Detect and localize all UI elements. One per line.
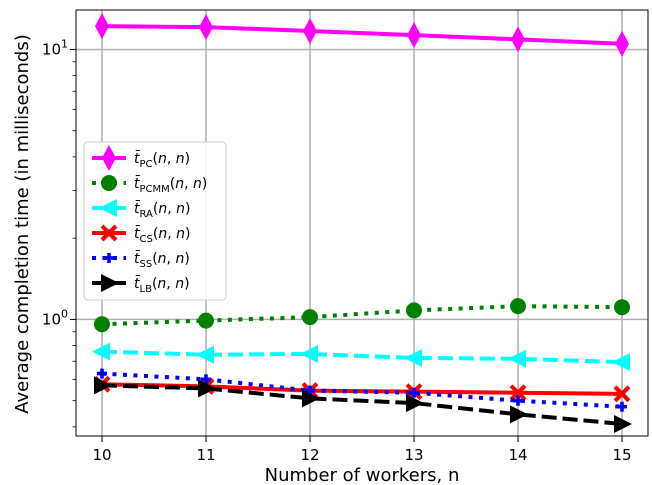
- series-lines: [92, 13, 632, 433]
- legend-entry-ra: t̄RA(n, n): [92, 199, 190, 220]
- x-tick-label: 10: [92, 446, 111, 464]
- legend-entry-pcmm: t̄PCMM(n, n): [92, 174, 207, 195]
- series-line: [101, 383, 623, 426]
- legend-label: t̄PCMM(n, n): [134, 174, 207, 195]
- x-axis-label-text: Number of workers, n: [265, 465, 460, 485]
- data-point: [199, 14, 213, 41]
- series-line: [101, 371, 623, 409]
- legend-label: t̄LB(n, n): [134, 274, 190, 295]
- data-point: [94, 316, 110, 333]
- x-tick-label: 15: [612, 446, 631, 464]
- legend-box: [83, 141, 227, 301]
- data-point: [94, 376, 112, 395]
- data-point: [95, 13, 109, 40]
- series-line: [101, 24, 623, 46]
- series-pc: [95, 13, 629, 57]
- legend-marker: [99, 199, 117, 217]
- data-point: [406, 302, 422, 319]
- y-tick-label: 100: [42, 307, 68, 328]
- series-line: [101, 349, 623, 365]
- x-axis-label: Number of workers, n: [265, 465, 460, 485]
- data-point: [198, 312, 214, 329]
- data-point: [509, 384, 527, 402]
- data-point: [198, 379, 216, 398]
- series-ra: [92, 342, 630, 372]
- data-point: [404, 348, 422, 367]
- data-point: [513, 395, 523, 406]
- data-point: [92, 342, 110, 361]
- legend-label: t̄CS(n, n): [134, 224, 190, 245]
- data-point: [615, 30, 629, 57]
- data-point: [510, 298, 526, 315]
- legend-marker: [100, 224, 118, 242]
- legend-marker: [101, 274, 119, 292]
- data-point: [303, 18, 317, 45]
- x-tick-label: 12: [300, 446, 319, 464]
- data-point: [407, 22, 421, 49]
- data-point: [613, 385, 631, 403]
- data-point: [617, 401, 627, 412]
- ticks: 10 11 12 13 14 15 100 101: [42, 37, 632, 464]
- legend-entry-pc: t̄PC(n, n): [92, 145, 190, 171]
- data-point: [201, 374, 211, 385]
- legend: t̄PC(n, n) t̄PCMM(n, n) t̄RA(n, n) t̄CS(n, …: [83, 141, 227, 301]
- data-point: [511, 26, 525, 53]
- data-point: [614, 299, 630, 316]
- x-tick-label: 13: [404, 446, 423, 464]
- x-tick-label: 14: [508, 446, 527, 464]
- data-point: [97, 368, 107, 379]
- legend-entry-ss: t̄SS(n, n): [92, 249, 190, 270]
- series-ss: [97, 368, 627, 412]
- legend-entry-lb: t̄LB(n, n): [92, 274, 190, 295]
- series-lb: [94, 376, 632, 433]
- legend-label: t̄PC(n, n): [134, 149, 190, 170]
- series-line: [101, 304, 623, 327]
- data-point: [300, 344, 318, 363]
- data-point: [302, 309, 318, 326]
- data-point: [510, 405, 528, 424]
- x-tick-label: 11: [196, 446, 215, 464]
- legend-marker: [101, 175, 117, 191]
- data-point: [612, 353, 630, 372]
- plot-frame: [75, 9, 649, 437]
- data-point: [406, 394, 424, 413]
- data-point: [302, 389, 320, 408]
- legend-marker: [102, 145, 116, 171]
- y-axis-label: Average completion time (in milliseconds…: [12, 34, 33, 413]
- legend-marker: [104, 253, 114, 263]
- data-point: [508, 349, 526, 368]
- y-tick-label: 101: [42, 37, 68, 58]
- data-point: [614, 414, 632, 433]
- legend-entry-cs: t̄CS(n, n): [92, 224, 190, 245]
- axes: [75, 9, 649, 437]
- data-point: [409, 387, 419, 398]
- data-point: [196, 345, 214, 364]
- legend-label: t̄RA(n, n): [134, 199, 190, 220]
- series-pcmm: [94, 298, 630, 333]
- legend-label: t̄SS(n, n): [134, 249, 190, 270]
- y-axis-label-text: Average completion time (in milliseconds…: [12, 34, 33, 413]
